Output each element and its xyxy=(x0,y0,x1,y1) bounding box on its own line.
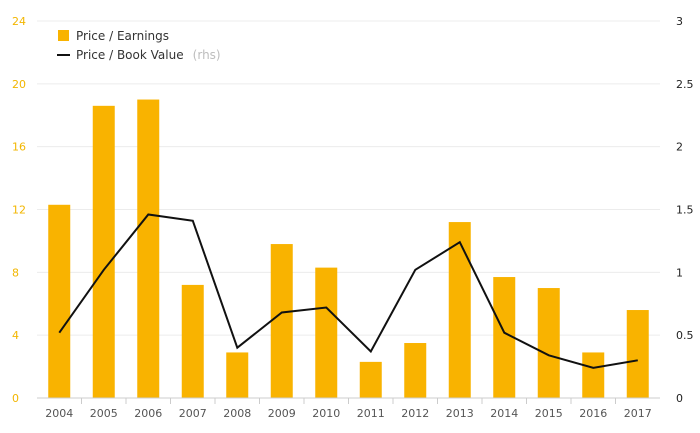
x-tick-label: 2004 xyxy=(45,407,73,420)
bar-2009 xyxy=(270,244,293,398)
x-tick-label: 2013 xyxy=(446,407,474,420)
line-price-book xyxy=(58,213,638,369)
bar-2012 xyxy=(404,343,427,398)
x-tick-label: 2009 xyxy=(268,407,296,420)
x-tick-label: 2012 xyxy=(401,407,429,420)
right-tick-label: 3 xyxy=(676,15,683,28)
bar-2013 xyxy=(448,222,471,398)
bar-2008 xyxy=(226,352,249,398)
legend-label-price-earnings: Price / Earnings xyxy=(76,29,169,43)
right-tick-label: 0.5 xyxy=(676,329,694,342)
right-axis-ticks: 0 0.5 1 1.5 2 2.5 3 xyxy=(676,15,694,405)
legend: Price / Earnings Price / Book Value (rhs… xyxy=(57,29,221,63)
bar-2011 xyxy=(359,361,382,398)
bar-2015 xyxy=(537,288,560,398)
x-tick-label: 2007 xyxy=(179,407,207,420)
x-tick-label: 2014 xyxy=(490,407,518,420)
left-tick-label: 0 xyxy=(12,392,19,405)
left-tick-label: 20 xyxy=(12,78,26,91)
left-axis-ticks: 0 4 8 12 16 20 24 xyxy=(12,15,26,405)
left-tick-label: 8 xyxy=(12,266,19,279)
bar-2005 xyxy=(92,105,115,398)
right-tick-label: 0 xyxy=(676,392,683,405)
bar-2017 xyxy=(626,310,649,398)
gridlines xyxy=(37,20,660,336)
bar-2007 xyxy=(181,284,204,398)
x-tick-label: 2006 xyxy=(134,407,162,420)
legend-label-rhs: (rhs) xyxy=(193,48,221,62)
bar-2016 xyxy=(582,352,605,398)
x-tick-label: 2017 xyxy=(624,407,652,420)
left-tick-label: 12 xyxy=(12,204,26,217)
bar-series xyxy=(48,99,649,399)
x-tick-label: 2016 xyxy=(579,407,607,420)
x-axis-ticks: 2004 2005 2006 2007 2008 2009 2010 2011 2012 2013… xyxy=(45,398,652,420)
right-tick-label: 1.5 xyxy=(676,204,694,217)
x-tick-label: 2010 xyxy=(312,407,340,420)
legend-swatch-price-earnings xyxy=(58,30,69,41)
bar-2006 xyxy=(137,99,160,399)
bar-2004 xyxy=(48,204,71,398)
right-tick-label: 2 xyxy=(676,141,683,154)
x-tick-label: 2015 xyxy=(535,407,563,420)
legend-label-price-book: Price / Book Value (rhs) xyxy=(76,44,221,63)
bar-2010 xyxy=(315,267,338,398)
line-series xyxy=(58,213,638,369)
right-tick-label: 2.5 xyxy=(676,78,694,91)
legend-label-price-book-name: Price / Book Value xyxy=(76,48,184,62)
left-tick-label: 4 xyxy=(12,329,19,342)
left-tick-label: 24 xyxy=(12,15,26,28)
left-tick-label: 16 xyxy=(12,141,26,154)
x-tick-label: 2008 xyxy=(223,407,251,420)
x-tick-label: 2005 xyxy=(90,407,118,420)
bar-2014 xyxy=(493,277,516,398)
x-tick-label: 2011 xyxy=(357,407,385,420)
right-tick-label: 1 xyxy=(676,266,683,279)
